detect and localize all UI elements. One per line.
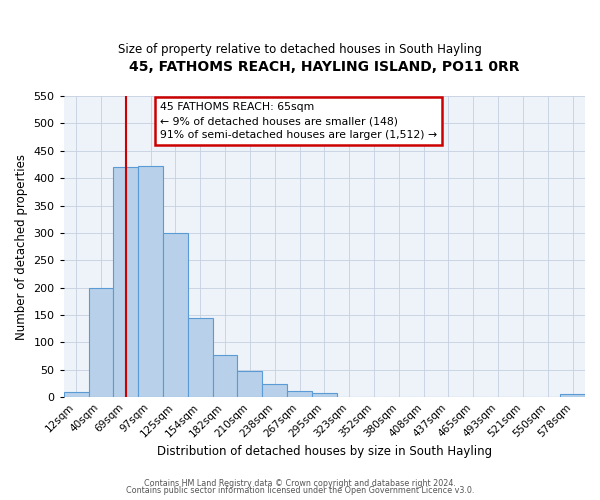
- Bar: [163, 233, 188, 397]
- Text: Contains HM Land Registry data © Crown copyright and database right 2024.: Contains HM Land Registry data © Crown c…: [144, 478, 456, 488]
- Text: 45 FATHOMS REACH: 65sqm
← 9% of detached houses are smaller (148)
91% of semi-de: 45 FATHOMS REACH: 65sqm ← 9% of detached…: [160, 102, 437, 140]
- Bar: [138, 166, 163, 397]
- Bar: [312, 393, 337, 397]
- Bar: [64, 392, 89, 397]
- Bar: [113, 167, 138, 397]
- Bar: [238, 371, 262, 397]
- Bar: [262, 384, 287, 397]
- Bar: [560, 394, 585, 397]
- Bar: [212, 354, 238, 397]
- Title: 45, FATHOMS REACH, HAYLING ISLAND, PO11 0RR: 45, FATHOMS REACH, HAYLING ISLAND, PO11 …: [129, 60, 520, 74]
- Text: Contains public sector information licensed under the Open Government Licence v3: Contains public sector information licen…: [126, 486, 474, 495]
- Y-axis label: Number of detached properties: Number of detached properties: [15, 154, 28, 340]
- Bar: [188, 318, 212, 397]
- Bar: [89, 288, 113, 397]
- Bar: [287, 390, 312, 397]
- Text: Size of property relative to detached houses in South Hayling: Size of property relative to detached ho…: [118, 42, 482, 56]
- X-axis label: Distribution of detached houses by size in South Hayling: Distribution of detached houses by size …: [157, 444, 492, 458]
